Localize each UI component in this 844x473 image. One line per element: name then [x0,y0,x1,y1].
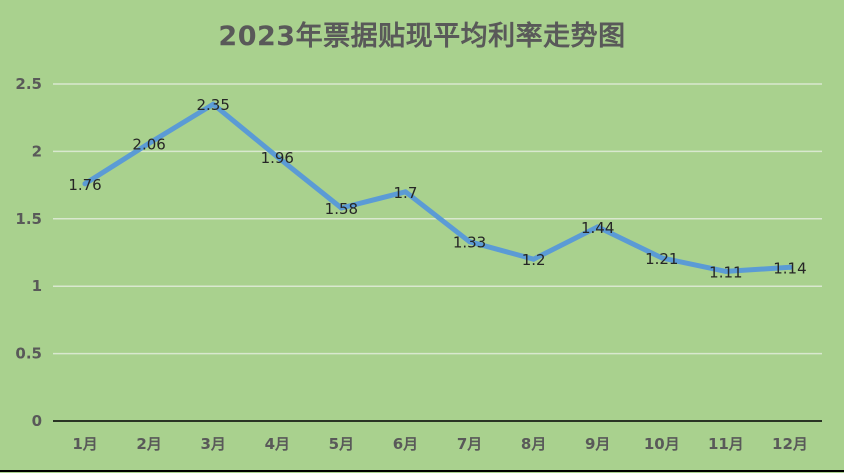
x-tick-label: 10月 [644,435,680,453]
x-tick-label: 11月 [708,435,744,453]
x-tick-label: 5月 [329,435,354,453]
y-tick-label: 0.5 [15,345,42,363]
data-label: 1.96 [261,149,294,167]
x-tick-label: 7月 [457,435,482,453]
data-label: 1.58 [325,200,358,218]
y-tick-label: 2.5 [15,75,42,93]
data-label: 1.76 [68,176,101,194]
x-tick-label: 4月 [265,435,290,453]
data-point [787,264,793,270]
data-point [595,224,601,230]
y-tick-label: 1.5 [15,210,42,228]
data-point [82,181,88,187]
data-labels: 1.76 2.06 2.35 1.96 1.58 1.7 1.33 1.2 1.44 1.21 1.… [68,96,806,281]
x-tick-label: 9月 [585,435,610,453]
axes: 0 0.5 1 1.5 2 2.5 1月 2月 3月 4月 5月 6月 7月 8月 9月 10月 11月 12月 [0,75,844,472]
data-point [402,189,408,195]
data-point [659,255,665,261]
data-label: 1.33 [453,234,486,252]
data-point [723,268,729,274]
y-tick-label: 1 [32,277,42,295]
x-tick-label: 1月 [72,435,97,453]
data-point [467,239,473,245]
data-label: 2.35 [197,96,230,114]
data-label: 1.14 [773,259,806,277]
data-point [146,140,152,146]
data-label: 1.2 [522,251,546,269]
x-tick-label: 2月 [136,435,161,453]
series-layer [82,101,793,274]
series-line [82,101,793,274]
x-tick-label: 8月 [521,435,546,453]
data-label: 2.06 [132,135,165,153]
data-label: 1.44 [581,219,614,237]
data-label: 1.21 [645,250,678,268]
data-point [531,256,537,262]
data-label: 1.7 [394,184,418,202]
data-point [210,101,216,107]
chart-title: 2023年票据贴现平均利率走势图 [218,21,626,52]
x-tick-label: 12月 [772,435,808,453]
x-tick-label: 3月 [200,435,225,453]
data-point [274,154,280,160]
x-tick-label: 6月 [393,435,418,453]
y-tick-label: 2 [32,142,42,160]
data-point [338,205,344,211]
data-label: 1.11 [709,263,742,281]
y-tick-label: 0 [32,412,42,430]
